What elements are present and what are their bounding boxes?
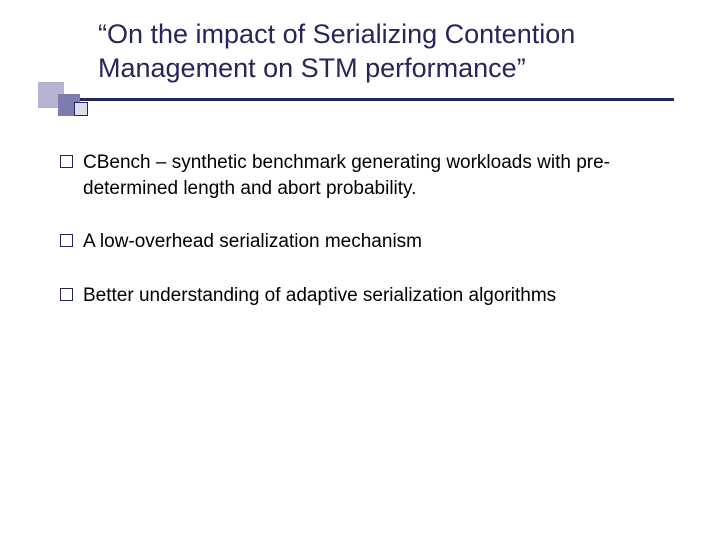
- title-underline: [56, 98, 674, 101]
- bullet-text: A low-overhead serialization mechanism: [83, 229, 670, 255]
- slide: “On the impact of Serializing Contention…: [0, 0, 720, 540]
- bullet-item: Better understanding of adaptive seriali…: [60, 283, 670, 309]
- slide-body: CBench – synthetic benchmark generating …: [60, 150, 670, 337]
- bullet-square-icon: [60, 288, 73, 301]
- decor-square: [74, 102, 88, 116]
- slide-title-block: “On the impact of Serializing Contention…: [98, 18, 658, 86]
- bullet-item: A low-overhead serialization mechanism: [60, 229, 670, 255]
- bullet-square-icon: [60, 234, 73, 247]
- bullet-text: Better understanding of adaptive seriali…: [83, 283, 670, 309]
- bullet-square-icon: [60, 155, 73, 168]
- slide-title: “On the impact of Serializing Contention…: [98, 18, 658, 86]
- bullet-text: CBench – synthetic benchmark generating …: [83, 150, 670, 201]
- bullet-item: CBench – synthetic benchmark generating …: [60, 150, 670, 201]
